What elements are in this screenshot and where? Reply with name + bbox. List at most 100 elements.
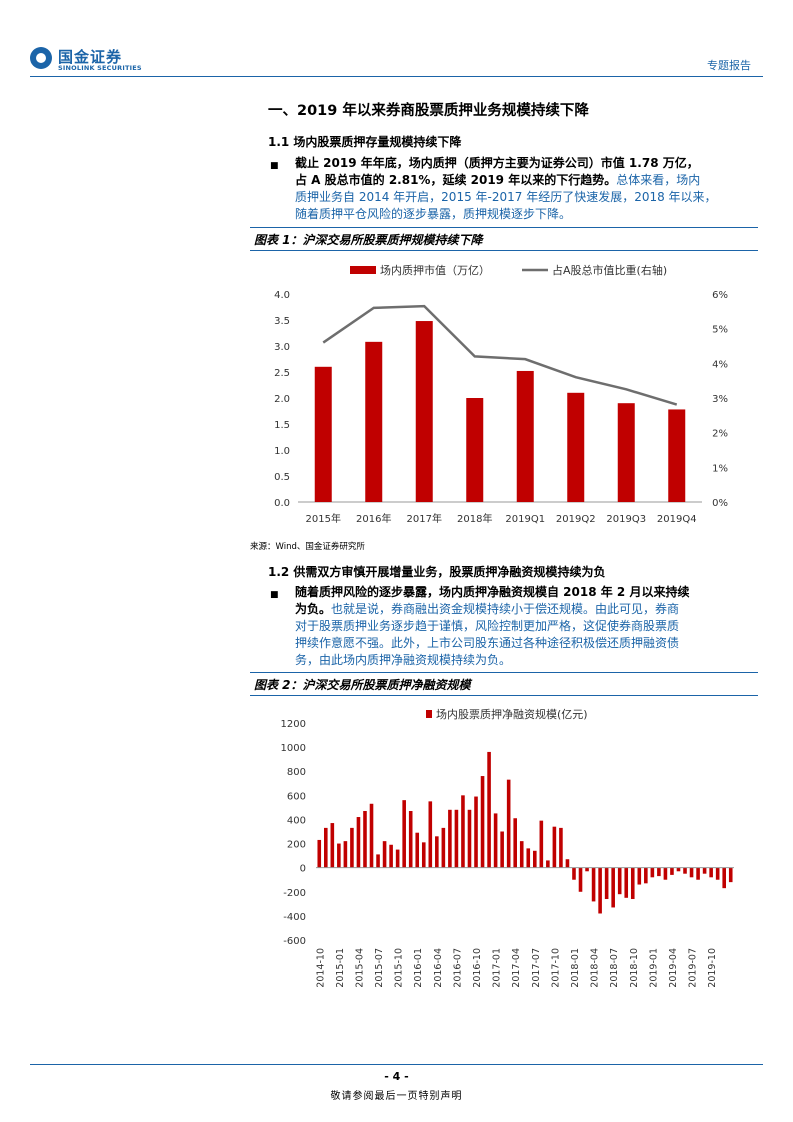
y-tick-label: 2.5 bbox=[274, 368, 290, 379]
x-tick-label: 2017-04 bbox=[511, 948, 522, 988]
x-tick-label: 2018-04 bbox=[590, 948, 601, 988]
bar bbox=[572, 867, 576, 880]
bar bbox=[650, 867, 655, 878]
y-tick-label: 600 bbox=[287, 791, 306, 802]
bar bbox=[624, 867, 629, 898]
y-tick-label: 1000 bbox=[281, 743, 306, 754]
bar bbox=[516, 370, 534, 502]
bar bbox=[696, 867, 700, 880]
subsection-title-1: 1.1 场内股票质押存量规模持续下降 bbox=[268, 135, 462, 149]
bar bbox=[454, 809, 459, 868]
bar bbox=[506, 779, 511, 868]
x-tick-label: 2018年 bbox=[457, 512, 492, 525]
x-tick-label: 2015年 bbox=[306, 512, 341, 525]
bar bbox=[487, 751, 491, 868]
legend-swatch-bar bbox=[426, 710, 432, 718]
bar bbox=[617, 403, 635, 502]
page-number: - 4 - bbox=[384, 1070, 409, 1083]
bar bbox=[559, 827, 563, 868]
y-tick-label: 1200 bbox=[281, 719, 306, 730]
bar bbox=[689, 867, 694, 878]
bar bbox=[526, 848, 531, 868]
x-tick-label: 2019-04 bbox=[668, 948, 679, 988]
y2-tick-label: 3% bbox=[712, 394, 728, 405]
bar bbox=[408, 811, 413, 868]
bar bbox=[663, 867, 668, 880]
bar bbox=[395, 849, 400, 868]
x-tick-label: 2015-07 bbox=[374, 948, 385, 988]
para2-line5: 务，由此场内质押净融资规模持续为负。 bbox=[295, 653, 512, 667]
y-tick-label: 3.0 bbox=[274, 342, 290, 353]
bar bbox=[435, 836, 439, 868]
para1-line2-bold: 占 A 股总市值的 2.81%，延续 2019 年以来的下行趋势。 bbox=[295, 173, 617, 187]
bar bbox=[441, 827, 446, 868]
bar bbox=[539, 820, 544, 868]
bar bbox=[617, 867, 622, 895]
x-tick-label: 2019Q3 bbox=[606, 514, 646, 525]
footer-divider bbox=[30, 1064, 763, 1065]
bar bbox=[546, 860, 550, 868]
para1-line4: 随着质押平仓风险的逐步暴露，质押规模逐步下降。 bbox=[295, 207, 572, 221]
bar bbox=[683, 867, 687, 874]
x-tick-label: 2017-01 bbox=[492, 948, 503, 988]
y-tick-label: -600 bbox=[283, 936, 306, 947]
y-tick-label: -200 bbox=[283, 888, 306, 899]
bar bbox=[500, 831, 504, 868]
para2-line2: 为负。也就是说，券商融出资金规模持续小于偿还规模。由此可见，券商 bbox=[295, 601, 755, 618]
x-tick-label: 2018-01 bbox=[570, 948, 581, 988]
bar bbox=[421, 842, 426, 868]
disclaimer: 敬请参阅最后一页特别声明 bbox=[330, 1091, 463, 1102]
bar bbox=[585, 867, 589, 872]
bar bbox=[567, 392, 585, 502]
bar bbox=[324, 827, 328, 868]
para2-line4: 押续作意愿不强。此外，上市公司股东通过各种途径积极偿还质押融资债 bbox=[295, 636, 680, 650]
report-type: 专题报告 bbox=[707, 59, 751, 72]
y-tick-label: 0 bbox=[300, 864, 306, 875]
para1-line1: 截止 2019 年年底，场内质押（质押方主要为证券公司）市值 1.78 万亿， bbox=[295, 156, 699, 170]
bar bbox=[428, 801, 433, 868]
subsection-title-2: 1.2 供需双方审慎开展增量业务，股票质押净融资规模持续为负 bbox=[268, 565, 606, 579]
bullet-icon: ■ bbox=[270, 590, 279, 600]
bar bbox=[337, 843, 341, 868]
bar bbox=[644, 867, 648, 884]
bar bbox=[350, 827, 354, 868]
series-line bbox=[322, 304, 678, 406]
figure1-title-bar bbox=[250, 227, 758, 251]
bar bbox=[591, 867, 596, 902]
bullet-icon: ■ bbox=[270, 161, 279, 171]
bar bbox=[382, 841, 387, 868]
y-tick-label: 200 bbox=[287, 840, 306, 851]
bar bbox=[466, 398, 484, 502]
x-tick-label: 2017年 bbox=[407, 512, 442, 525]
para1-line2: 占 A 股总市值的 2.81%，延续 2019 年以来的下行趋势。总体来看，场内 bbox=[295, 172, 755, 189]
bar bbox=[611, 867, 615, 908]
bar bbox=[314, 366, 332, 502]
figure1-title: 图表 1：沪深交易所股票质押规模持续下降 bbox=[254, 233, 483, 247]
bar bbox=[493, 813, 498, 868]
bar bbox=[389, 844, 393, 868]
bar bbox=[467, 809, 472, 868]
chart2: 场内股票质押净融资规模(亿元) -600 -400 -200 0 200 400 600 800… bbox=[281, 707, 734, 988]
bar bbox=[369, 803, 374, 868]
bar bbox=[415, 832, 420, 868]
section-title: 一、2019 年以来券商股票质押业务规模持续下降 bbox=[268, 103, 589, 119]
bar bbox=[702, 867, 707, 874]
bar bbox=[715, 867, 720, 880]
y2-tick-label: 4% bbox=[712, 359, 728, 370]
x-tick-label: 2015-04 bbox=[354, 948, 365, 988]
x-tick-label: 2016-07 bbox=[452, 948, 463, 988]
x-tick-label: 2019Q4 bbox=[657, 514, 697, 525]
x-tick-label: 2015-01 bbox=[335, 948, 346, 988]
logo-icon bbox=[30, 47, 52, 69]
x-tick-label: 2018-07 bbox=[609, 948, 620, 988]
x-tick-label: 2016-01 bbox=[413, 948, 424, 988]
bar bbox=[402, 800, 406, 868]
bar bbox=[533, 850, 537, 868]
bar bbox=[630, 867, 635, 900]
y2-tick-label: 0% bbox=[712, 498, 728, 509]
bar bbox=[480, 776, 485, 868]
x-tick-label: 2018-10 bbox=[629, 948, 640, 988]
bar bbox=[513, 818, 517, 868]
bar bbox=[356, 817, 361, 868]
y-tick-label: 800 bbox=[287, 767, 306, 778]
